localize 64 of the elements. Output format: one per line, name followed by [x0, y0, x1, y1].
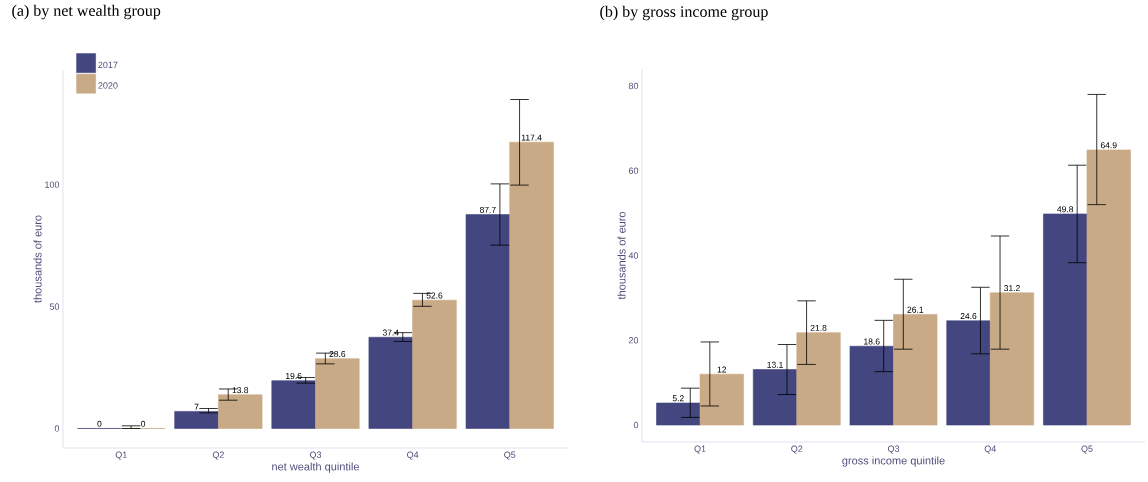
chart-title: (a) by net wealth group	[12, 4, 161, 20]
x-tick-label: Q5	[1081, 445, 1093, 454]
y-axis-title: thousands of euro	[617, 211, 626, 300]
data-label: 21.8	[810, 324, 827, 331]
bar	[368, 336, 413, 429]
data-label: 49.8	[1057, 206, 1074, 213]
x-tick-label: Q1	[694, 445, 706, 454]
y-tick-label: 60	[628, 167, 639, 174]
y-tick-label: 20	[628, 337, 639, 344]
bar	[893, 314, 938, 426]
legend-label: 2020	[98, 82, 118, 89]
data-label: 18.6	[864, 338, 880, 345]
x-tick-label: Q3	[309, 451, 322, 460]
bar	[509, 141, 554, 429]
bar	[218, 394, 263, 429]
x-tick-label: Q5	[504, 451, 516, 460]
y-tick-label: 80	[628, 82, 639, 90]
data-label: 0	[141, 420, 146, 427]
x-tick-label: Q4	[984, 445, 996, 454]
bar	[849, 345, 894, 426]
y-tick-label: 100	[45, 181, 60, 188]
bar	[752, 369, 798, 426]
data-label: 13.1	[767, 361, 783, 368]
bar	[656, 402, 701, 426]
x-tick-label: Q4	[407, 451, 419, 460]
x-tick-label: Q1	[115, 451, 127, 460]
y-tick-label: 0	[633, 421, 639, 429]
y-tick-label: 40	[628, 252, 639, 259]
y-tick-label: 50	[49, 303, 60, 310]
data-label: 19.6	[286, 372, 302, 379]
legend-label: 2017	[98, 61, 118, 69]
x-tick-label: Q2	[212, 451, 224, 460]
bar	[1086, 149, 1131, 426]
bar	[1043, 213, 1088, 426]
data-label: 5.2	[672, 395, 684, 402]
x-axis-title: net wealth quintile	[272, 462, 360, 473]
data-label: 31.2	[1004, 285, 1020, 292]
data-label: 12	[717, 366, 727, 373]
data-label: 7	[194, 403, 199, 410]
data-label: 13.8	[232, 387, 249, 394]
bar	[315, 358, 360, 429]
bar	[174, 411, 219, 429]
bar	[699, 373, 744, 426]
data-label: 28.6	[329, 351, 346, 358]
y-tick-label: 0	[54, 425, 60, 432]
bar	[989, 292, 1035, 426]
data-label: 117.4	[521, 134, 542, 141]
x-tick-label: Q2	[791, 445, 803, 454]
y-axis-title: thousands of euro	[33, 215, 42, 303]
x-axis-title: gross income quintile	[842, 456, 945, 467]
data-label: 87.7	[479, 206, 496, 213]
bar	[796, 332, 841, 426]
chart-title: (b) by gross income group	[600, 5, 768, 21]
bar	[412, 299, 457, 429]
x-tick-label: Q3	[887, 445, 900, 454]
data-label: 52.6	[426, 292, 443, 299]
data-label: 64.9	[1100, 142, 1117, 149]
data-label: 37.4	[382, 329, 399, 336]
data-label: 0	[97, 420, 102, 427]
data-label: 26.1	[907, 306, 924, 313]
bar	[465, 214, 511, 429]
data-label: 24.6	[960, 313, 977, 320]
bar	[946, 320, 991, 426]
bar	[271, 380, 316, 429]
